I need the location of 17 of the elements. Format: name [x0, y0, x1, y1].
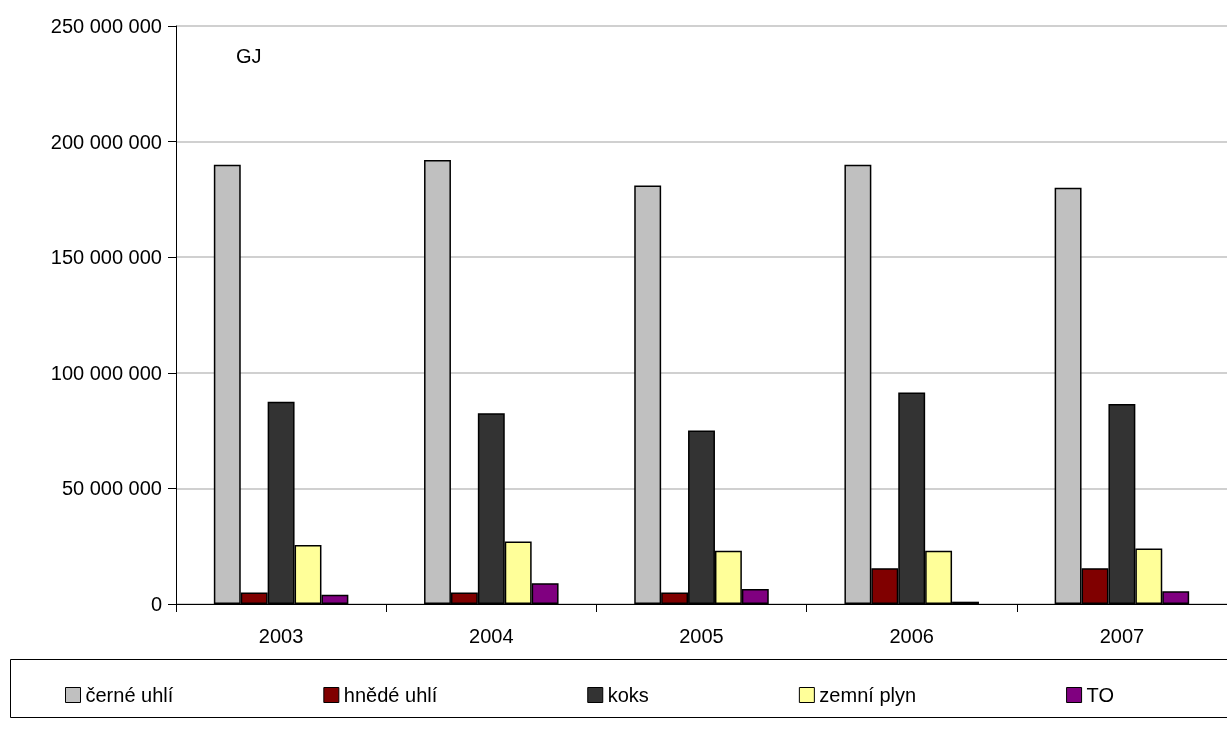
legend-label: zemní plyn	[819, 684, 917, 706]
annotation: GJ	[236, 45, 262, 67]
x-tick-label: 2005	[679, 625, 724, 647]
legend-label: koks	[607, 684, 649, 706]
legend-label: černé uhlí	[85, 684, 174, 706]
y-tick-label: 100 000 000	[50, 361, 162, 384]
x-tick-label: 2003	[258, 625, 304, 647]
y-tick-label: 150 000 000	[50, 246, 162, 269]
legend-label: hnědé uhlí	[343, 684, 438, 706]
y-tick-label: 0	[150, 593, 162, 615]
y-tick-label: 200 000 000	[50, 130, 162, 153]
x-tick-label: 2004	[469, 625, 514, 647]
y-tick-label: 250 000 000	[50, 15, 162, 37]
y-tick-label: 50 000 000	[61, 477, 162, 500]
x-tick-label: 2006	[889, 625, 934, 647]
x-tick-label: 2007	[1099, 625, 1145, 647]
legend-label: TO	[1086, 684, 1114, 706]
